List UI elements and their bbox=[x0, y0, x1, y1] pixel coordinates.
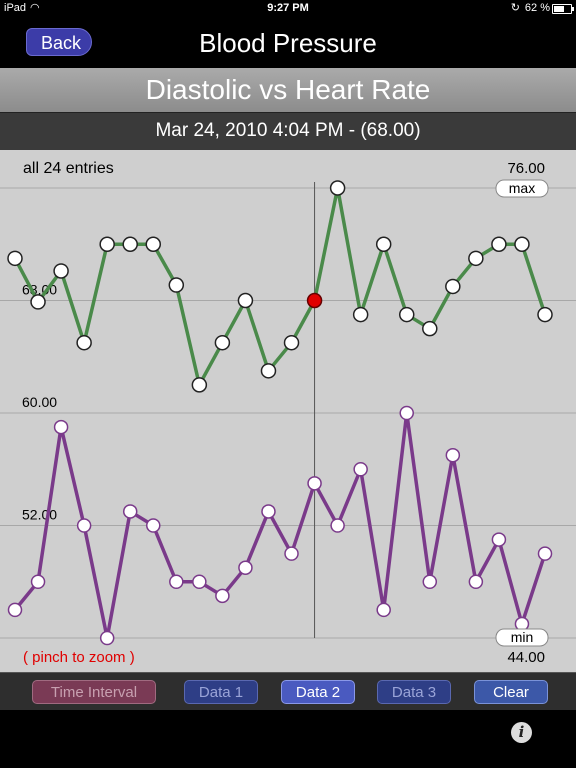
data-point-top[interactable] bbox=[122, 236, 138, 252]
min-value-label: 44.00 bbox=[507, 649, 545, 666]
y-tick-label: 60.00 bbox=[22, 394, 57, 410]
data-point-top[interactable] bbox=[375, 236, 392, 252]
toolbar: Time Interval Data 1 Data 2 Data 3 Clear bbox=[0, 672, 576, 711]
data-point-bottom[interactable] bbox=[192, 574, 207, 589]
data-point-top[interactable] bbox=[491, 236, 507, 252]
data-point-bottom[interactable] bbox=[122, 504, 138, 519]
data-point-top[interactable] bbox=[214, 334, 231, 351]
data-point-top[interactable] bbox=[145, 236, 162, 252]
data-point-bottom[interactable] bbox=[169, 574, 184, 589]
data-point-top[interactable] bbox=[237, 292, 254, 309]
pinch-hint: ( pinch to zoom ) bbox=[23, 649, 135, 666]
bottom-bar: i bbox=[0, 710, 576, 768]
data-point-top[interactable] bbox=[514, 236, 530, 252]
carrier-label: iPad bbox=[4, 2, 27, 14]
data3-button[interactable]: Data 3 bbox=[377, 680, 451, 704]
status-bar: iPad ◠ 9:27 PM ↻ 62 % bbox=[0, 0, 576, 16]
series-line-2 bbox=[13, 411, 547, 640]
data-point-top[interactable] bbox=[7, 250, 23, 267]
data-point-top[interactable] bbox=[537, 306, 553, 323]
wifi-icon: ◠ bbox=[30, 2, 40, 14]
data-point-top[interactable] bbox=[306, 292, 323, 309]
nav-bar: Back Blood Pressure bbox=[0, 16, 576, 68]
data-point-bottom[interactable] bbox=[330, 518, 345, 533]
data-point-bottom[interactable] bbox=[30, 574, 46, 589]
data-point-top[interactable] bbox=[53, 263, 69, 279]
time-interval-button[interactable]: Time Interval bbox=[32, 680, 156, 704]
data-point-top[interactable] bbox=[468, 250, 484, 267]
series-line-1 bbox=[13, 186, 547, 387]
data-point-top[interactable] bbox=[168, 277, 185, 293]
data-point-top[interactable] bbox=[422, 320, 438, 337]
data-point-bottom[interactable] bbox=[215, 588, 230, 604]
data-point-top[interactable] bbox=[283, 334, 300, 351]
data-point-top[interactable] bbox=[352, 306, 369, 323]
data-point-bottom[interactable] bbox=[399, 405, 414, 421]
min-badge-bg bbox=[495, 628, 549, 647]
chart-subtitle: Diastolic vs Heart Rate bbox=[0, 68, 576, 112]
orientation-lock-icon: ↻ bbox=[510, 2, 520, 14]
data-point-bottom[interactable] bbox=[307, 476, 322, 491]
entries-label: all 24 entries bbox=[23, 160, 114, 177]
battery-fill bbox=[554, 6, 564, 12]
status-time: 9:27 PM bbox=[267, 2, 309, 14]
data-point-bottom[interactable] bbox=[422, 574, 438, 589]
data-point-bottom[interactable] bbox=[445, 447, 461, 463]
data-point-top[interactable] bbox=[260, 363, 277, 379]
data-point-bottom[interactable] bbox=[537, 546, 553, 561]
data-point-top[interactable] bbox=[76, 334, 92, 351]
y-tick-label: 52.00 bbox=[22, 507, 57, 523]
selected-entry-label: Mar 24, 2010 4:04 PM - (68.00) bbox=[0, 112, 576, 151]
max-value-label: 76.00 bbox=[507, 160, 545, 177]
data-point-bottom[interactable] bbox=[376, 602, 391, 618]
data-point-bottom[interactable] bbox=[468, 574, 484, 589]
data-point-bottom[interactable] bbox=[146, 518, 161, 533]
clear-button[interactable]: Clear bbox=[474, 680, 548, 704]
chart-area[interactable]: 68.00 60.00 52.00 all 24 entries 76.00 max… bbox=[0, 150, 576, 672]
data-point-bottom[interactable] bbox=[261, 504, 276, 519]
data-point-bottom[interactable] bbox=[491, 532, 507, 547]
data-point-top[interactable] bbox=[99, 236, 115, 252]
min-badge: min bbox=[511, 629, 534, 645]
max-badge: max bbox=[509, 180, 535, 196]
data-point-bottom[interactable] bbox=[99, 630, 115, 646]
data-point-bottom[interactable] bbox=[7, 602, 23, 618]
data-point-top[interactable] bbox=[445, 278, 461, 295]
back-button[interactable]: Back bbox=[26, 28, 93, 56]
max-badge-bg bbox=[495, 179, 549, 198]
data-point-top[interactable] bbox=[30, 294, 46, 310]
data-point-top[interactable] bbox=[398, 306, 415, 323]
info-icon[interactable]: i bbox=[511, 722, 532, 743]
data-point-bottom[interactable] bbox=[53, 419, 69, 435]
data-point-bottom[interactable] bbox=[76, 518, 92, 533]
data-point-bottom[interactable] bbox=[353, 462, 368, 477]
data-point-bottom[interactable] bbox=[238, 560, 253, 575]
page-title: Blood Pressure bbox=[199, 28, 377, 58]
data1-button[interactable]: Data 1 bbox=[184, 680, 258, 704]
battery-percent: 62 % bbox=[524, 2, 550, 14]
data2-button[interactable]: Data 2 bbox=[281, 680, 355, 704]
data-point-top[interactable] bbox=[329, 180, 346, 196]
data-point-bottom[interactable] bbox=[284, 546, 299, 561]
data-point-top[interactable] bbox=[191, 377, 208, 393]
battery-icon bbox=[552, 4, 574, 14]
